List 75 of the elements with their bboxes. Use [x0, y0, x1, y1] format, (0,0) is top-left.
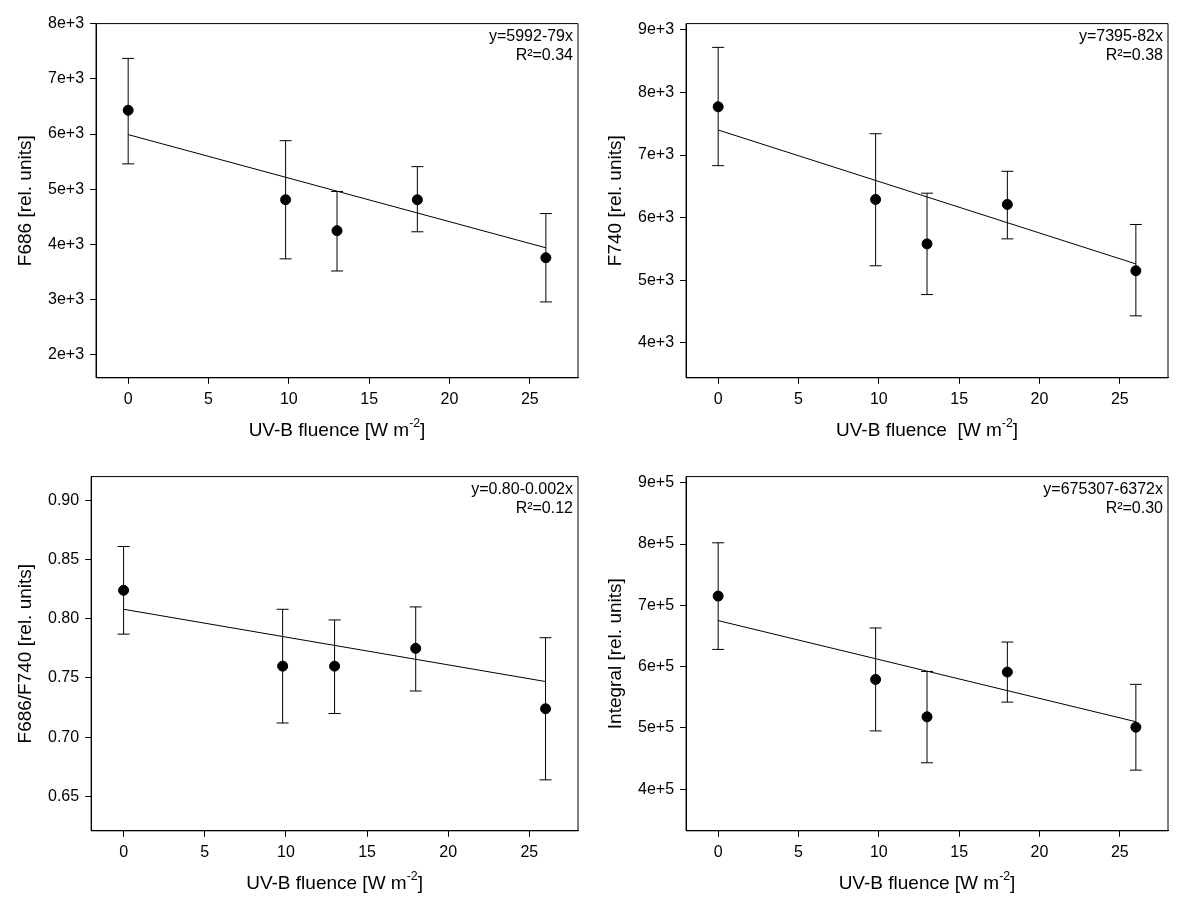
y-tick-label: 7e+3	[637, 145, 675, 163]
y-tick-label: 0.75	[48, 668, 80, 686]
x-tick-label: 0	[119, 842, 129, 860]
point	[870, 673, 882, 685]
x-tick-label: 10	[869, 842, 888, 860]
x-tick-label: 20	[440, 389, 459, 407]
y-tick-label: 8e+5	[637, 534, 675, 552]
x-tick-label: 20	[1030, 842, 1049, 860]
x-tick-label: 15	[950, 389, 969, 407]
y-axis-title: F686 [rel. units]	[14, 135, 36, 267]
y-tick-label: 0.90	[48, 490, 80, 508]
y-tick-label: 5e+3	[637, 270, 675, 288]
x-tick-label: 15	[358, 842, 377, 860]
y-tick-label: 7e+3	[47, 69, 85, 87]
x-tick-label: 5	[200, 842, 210, 860]
x-tick-label: 10	[276, 842, 295, 860]
y-tick-label: 8e+3	[637, 82, 675, 100]
x-tick-label: 25	[520, 389, 539, 407]
y-tick-label: 4e+3	[47, 234, 85, 252]
x-tick-label: 5	[794, 389, 804, 407]
point	[712, 590, 724, 602]
x-tick-label: 25	[1110, 842, 1129, 860]
x-tick-label: 5	[794, 842, 804, 860]
annotation: R²=0.34	[515, 46, 574, 64]
x-tick-label: 15	[950, 842, 969, 860]
y-tick-label: 0.65	[48, 786, 80, 804]
point	[712, 101, 724, 113]
x-tick-label: 5	[204, 389, 214, 407]
y-tick-label: 8e+3	[47, 14, 85, 32]
x-tick-label: 0	[713, 842, 723, 860]
point	[277, 660, 289, 672]
annotation: y=675307-6372x	[1043, 480, 1163, 498]
point	[118, 584, 130, 596]
y-tick-label: 6e+3	[637, 208, 675, 225]
y-tick-label: 0.85	[48, 549, 80, 567]
y-tick-label: 6e+3	[47, 124, 85, 142]
annotation: y=5992-79x	[488, 27, 573, 45]
x-tick-label: 25	[1110, 389, 1129, 407]
y-tick-label: 3e+3	[47, 290, 85, 308]
annotation: R²=0.30	[1105, 499, 1164, 517]
y-tick-label: 5e+5	[637, 718, 675, 736]
x-tick-label: 15	[360, 389, 379, 407]
y-axis-title: F686/F740 [rel. units]	[14, 563, 36, 744]
x-tick-label: 20	[439, 842, 458, 860]
x-tick-label: 0	[713, 389, 723, 407]
point	[870, 193, 882, 205]
y-axis-title: Integral [rel. units]	[604, 578, 626, 730]
y-tick-label: 9e+3	[637, 20, 675, 38]
y-tick-label: 0.70	[48, 727, 80, 745]
y-axis-title: F740 [rel. units]	[604, 135, 626, 267]
y-tick-label: 6e+5	[637, 656, 675, 674]
y-tick-label: 2e+3	[47, 345, 85, 363]
y-tick-label: 7e+5	[637, 595, 675, 613]
point	[410, 642, 422, 654]
x-tick-label: 25	[520, 842, 539, 860]
point	[280, 194, 292, 206]
x-tick-label: 0	[123, 389, 133, 407]
annotation: R²=0.12	[515, 499, 574, 517]
y-tick-label: 4e+3	[637, 333, 675, 351]
x-tick-label: 10	[869, 389, 888, 407]
y-tick-label: 9e+5	[637, 473, 675, 491]
point	[122, 104, 134, 116]
point	[411, 194, 423, 206]
x-tick-label: 10	[279, 389, 298, 407]
y-tick-label: 0.80	[48, 609, 80, 627]
annotation: y=7395-82x	[1078, 27, 1163, 45]
annotation: R²=0.38	[1105, 46, 1164, 64]
point	[329, 660, 341, 672]
point	[1001, 666, 1013, 678]
annotation: y=0.80-0.002x	[471, 480, 573, 498]
point	[1001, 198, 1013, 210]
point	[540, 703, 552, 715]
y-tick-label: 5e+3	[47, 179, 85, 197]
x-tick-label: 20	[1030, 389, 1049, 407]
y-tick-label: 4e+5	[637, 779, 675, 797]
